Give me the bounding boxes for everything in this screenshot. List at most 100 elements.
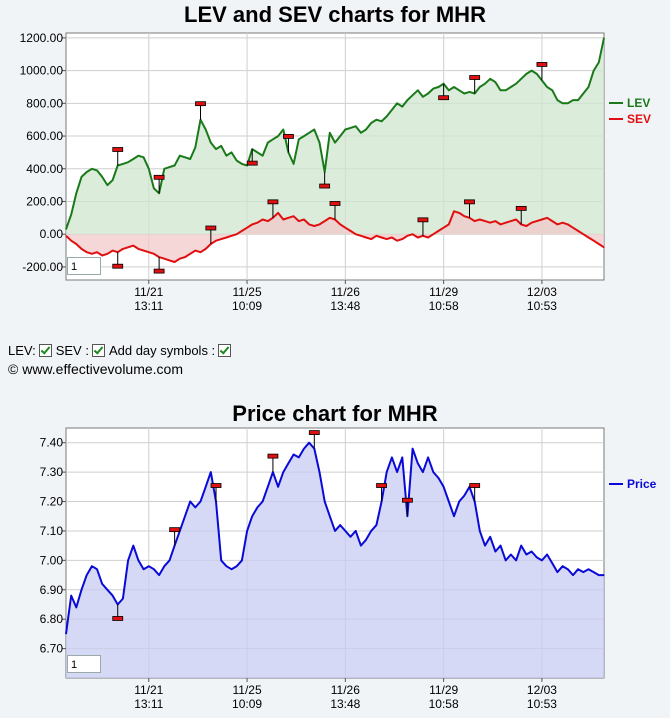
sev-data-point	[298, 220, 300, 222]
lev-data-point	[91, 168, 93, 170]
lev-data-point	[329, 132, 331, 134]
sev-data-point	[189, 253, 191, 255]
price-data-point	[148, 565, 150, 567]
sev-data-point	[303, 218, 305, 221]
y-tick-label: 7.20	[40, 495, 64, 509]
sev-data-point	[598, 243, 600, 245]
x-tick-time: 13:11	[134, 299, 163, 313]
price-data-point	[572, 574, 574, 576]
sev-data-point	[505, 222, 507, 224]
price-data-point	[184, 515, 186, 517]
lev-data-point	[463, 92, 465, 95]
lev-data-point	[215, 148, 217, 150]
lev-data-point	[293, 163, 295, 165]
day-symbol-flag	[246, 160, 258, 166]
lev-checkbox[interactable]	[38, 344, 52, 357]
price-data-point	[91, 565, 93, 567]
lev-data-point	[194, 146, 196, 149]
day-symbol-flag	[417, 217, 429, 223]
price-data-point	[510, 553, 512, 556]
lev-data-point	[417, 89, 419, 91]
sev-checkbox[interactable]	[91, 344, 105, 357]
price-data-point	[505, 559, 507, 562]
lev-area-fill	[66, 37, 604, 235]
sev-data-point	[510, 220, 512, 222]
sev-data-point	[236, 233, 238, 235]
price-data-point	[453, 515, 455, 517]
lev-sev-zoom-input[interactable]: 1	[67, 257, 101, 275]
lev-data-point	[603, 37, 605, 39]
y-tick-label: 6.70	[40, 642, 64, 656]
price-data-point	[562, 565, 564, 567]
lev-data-point	[427, 92, 429, 95]
lev-data-point	[318, 142, 321, 144]
lev-data-point	[65, 228, 67, 230]
sev-data-point	[432, 233, 434, 235]
lev-data-point	[370, 122, 372, 124]
sev-data-point	[65, 235, 67, 237]
y-tick-label: 0.00	[40, 227, 64, 241]
sev-data-point	[515, 218, 517, 221]
day-symbol-flag	[153, 174, 165, 180]
price-data-point	[499, 545, 502, 547]
sev-data-point	[106, 253, 108, 255]
day-symbol-flag	[329, 201, 341, 206]
lev-data-point	[551, 89, 553, 91]
lev-data-point	[484, 83, 486, 85]
day-symbol-flag	[469, 75, 481, 80]
price-data-point	[556, 571, 559, 573]
lev-data-point	[303, 135, 305, 137]
day-symbol-flag	[308, 430, 320, 435]
lev-data-point	[453, 86, 455, 88]
x-tick-date: 11/29	[429, 683, 458, 697]
price-zoom-input[interactable]: 1	[67, 655, 101, 673]
chart-options-bar: LEV: SEV : Add day symbols :	[8, 343, 235, 358]
x-tick-time: 10:09	[232, 299, 262, 313]
price-data-point	[355, 530, 357, 532]
y-tick-label: 7.00	[40, 553, 64, 567]
sev-data-point	[241, 230, 243, 232]
lev-data-point	[479, 86, 481, 88]
sev-data-point	[194, 250, 196, 252]
lev-data-point	[396, 102, 398, 104]
lev-data-point	[75, 192, 77, 194]
price-data-point	[531, 550, 533, 553]
sev-data-point	[199, 251, 202, 253]
lev-data-point	[567, 102, 569, 104]
price-data-point	[256, 506, 258, 508]
sev-data-point	[86, 251, 88, 253]
sev-data-point	[75, 243, 77, 245]
price-data-point	[587, 568, 590, 570]
day-symbols-label: Add day symbols :	[108, 343, 216, 358]
x-tick-time: 10:53	[527, 299, 557, 313]
sev-data-point	[148, 251, 150, 253]
lev-data-point	[349, 127, 352, 129]
lev-data-point	[163, 168, 165, 170]
sev-data-point	[163, 258, 165, 260]
lev-data-point	[582, 92, 584, 95]
sev-data-point	[101, 254, 103, 257]
price-data-point	[520, 545, 522, 547]
price-data-point	[448, 500, 450, 503]
price-data-point	[391, 456, 393, 458]
lev-toggle-label: LEV:	[8, 343, 36, 358]
lev-data-point	[536, 73, 538, 75]
price-data-point	[112, 595, 114, 597]
sev-data-point	[262, 218, 264, 221]
sev-data-point	[308, 223, 310, 225]
price-data-point	[75, 606, 77, 609]
price-data-point	[567, 568, 569, 570]
price-data-point	[194, 506, 196, 508]
sev-data-point	[489, 222, 491, 224]
sev-data-point	[220, 238, 222, 240]
y-tick-label: 7.30	[40, 465, 64, 479]
price-data-point	[65, 633, 67, 635]
lev-data-point	[184, 156, 186, 158]
price-data-point	[536, 556, 538, 559]
price-data-point	[375, 524, 377, 526]
price-data-point	[437, 477, 440, 479]
sev-data-point	[122, 248, 124, 250]
sev-data-point	[556, 223, 559, 225]
lev-data-point	[381, 120, 383, 122]
day-symbols-checkbox[interactable]	[218, 344, 232, 357]
